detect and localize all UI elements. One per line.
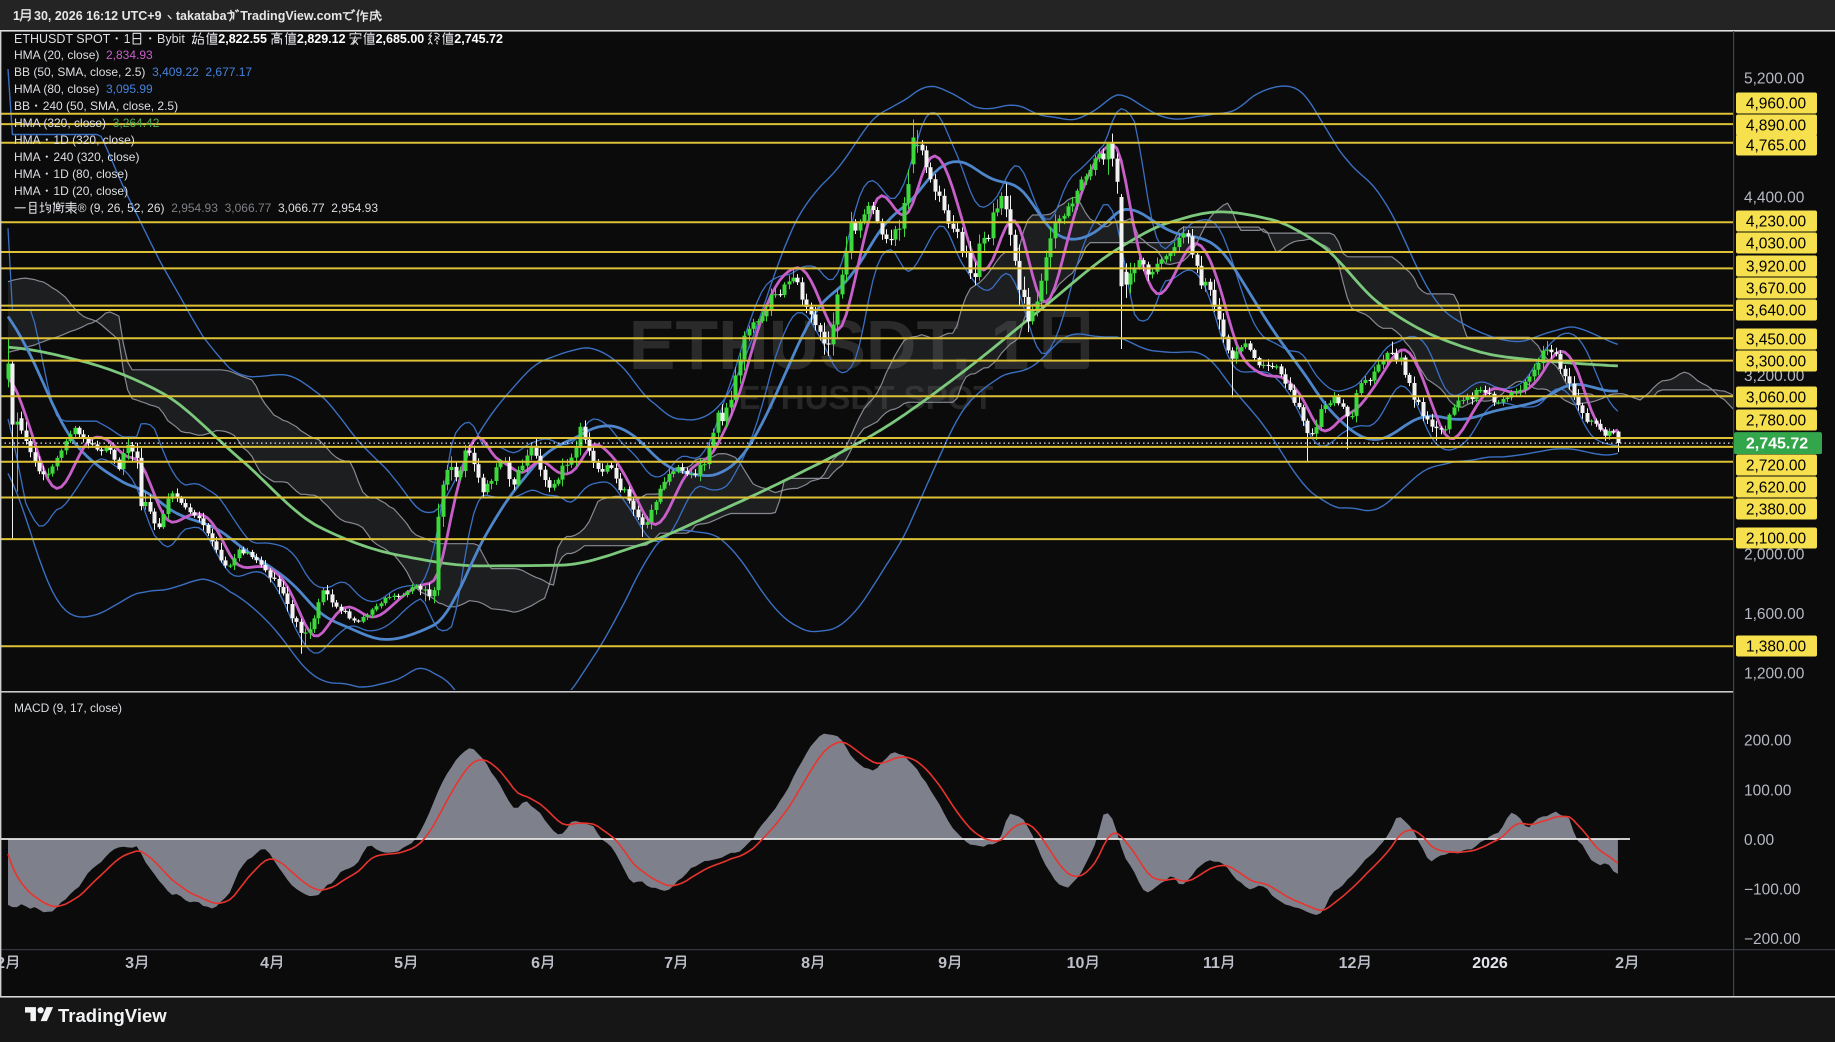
svg-text:3,060.00: 3,060.00 bbox=[1746, 390, 1807, 407]
svg-text:0.00: 0.00 bbox=[1744, 832, 1775, 849]
svg-text:−100.00: −100.00 bbox=[1744, 882, 1801, 899]
svg-text:3,200.00: 3,200.00 bbox=[1744, 368, 1805, 385]
svg-text:11: 11 bbox=[1203, 955, 1220, 972]
svg-text:TradingView: TradingView bbox=[58, 1005, 167, 1026]
svg-text:2: 2 bbox=[1615, 955, 1624, 972]
svg-text:3,066.77: 3,066.77 bbox=[225, 201, 272, 215]
svg-text:3,300.00: 3,300.00 bbox=[1746, 354, 1807, 371]
svg-text:2,822.55: 2,822.55 bbox=[218, 32, 267, 46]
svg-text:Bybit: Bybit bbox=[157, 32, 185, 46]
svg-text:1: 1 bbox=[13, 9, 20, 23]
svg-text:10: 10 bbox=[1067, 955, 1085, 972]
svg-text:3,640.00: 3,640.00 bbox=[1746, 303, 1807, 320]
svg-text:TradingView.com: TradingView.com bbox=[240, 9, 342, 23]
svg-text:30, 2026 16:12 UTC+9: 30, 2026 16:12 UTC+9 bbox=[34, 9, 162, 23]
svg-text:3,264.42: 3,264.42 bbox=[113, 116, 160, 130]
svg-text:3,409.22: 3,409.22 bbox=[152, 65, 199, 79]
svg-text:2,380.00: 2,380.00 bbox=[1746, 502, 1807, 519]
svg-text:2,745.72: 2,745.72 bbox=[1746, 436, 1808, 453]
svg-text:BB (50, SMA, close, 2.5): BB (50, SMA, close, 2.5) bbox=[14, 65, 145, 79]
svg-text:takataba: takataba bbox=[176, 9, 228, 23]
svg-text:ETHUSDT SPOT: ETHUSDT SPOT bbox=[14, 32, 111, 46]
svg-text:240 (320, close): 240 (320, close) bbox=[53, 150, 139, 164]
svg-text:1D (20, close): 1D (20, close) bbox=[53, 184, 128, 198]
svg-text:2,954.93: 2,954.93 bbox=[331, 201, 378, 215]
svg-text:4: 4 bbox=[260, 955, 269, 972]
svg-text:3,670.00: 3,670.00 bbox=[1746, 281, 1807, 298]
svg-text:200.00: 200.00 bbox=[1744, 733, 1792, 750]
svg-text:2,677.17: 2,677.17 bbox=[205, 65, 252, 79]
svg-text:HMA: HMA bbox=[14, 167, 41, 181]
svg-text:1,380.00: 1,380.00 bbox=[1746, 639, 1807, 656]
svg-text:6: 6 bbox=[531, 955, 540, 972]
svg-text:4,230.00: 4,230.00 bbox=[1746, 214, 1807, 231]
svg-text:4,960.00: 4,960.00 bbox=[1746, 96, 1807, 113]
svg-text:HMA (20, close): HMA (20, close) bbox=[14, 48, 99, 62]
svg-text:MACD (9, 17, close): MACD (9, 17, close) bbox=[14, 701, 122, 715]
svg-text:2,000.00: 2,000.00 bbox=[1744, 547, 1805, 564]
svg-text:2,834.93: 2,834.93 bbox=[106, 48, 153, 62]
svg-text:HMA: HMA bbox=[14, 150, 41, 164]
svg-text:−200.00: −200.00 bbox=[1744, 931, 1801, 948]
svg-text:5: 5 bbox=[394, 955, 403, 972]
svg-text:3,450.00: 3,450.00 bbox=[1746, 332, 1807, 349]
svg-text:2,829.12: 2,829.12 bbox=[297, 32, 346, 46]
svg-text:9: 9 bbox=[938, 955, 947, 972]
svg-text:BB: BB bbox=[14, 99, 30, 113]
svg-text:7: 7 bbox=[664, 955, 673, 972]
svg-text:4,400.00: 4,400.00 bbox=[1744, 190, 1805, 207]
svg-text:240 (50, SMA, close, 2.5): 240 (50, SMA, close, 2.5) bbox=[43, 99, 178, 113]
svg-text:3: 3 bbox=[125, 955, 134, 972]
svg-text:1D (320, close): 1D (320, close) bbox=[53, 133, 134, 147]
svg-text:4,765.00: 4,765.00 bbox=[1746, 138, 1807, 155]
svg-text:HMA (80, close): HMA (80, close) bbox=[14, 82, 99, 96]
svg-text:4,030.00: 4,030.00 bbox=[1746, 236, 1807, 253]
svg-text:1: 1 bbox=[124, 32, 131, 46]
svg-text:® (9, 26, 52, 26): ® (9, 26, 52, 26) bbox=[78, 201, 165, 215]
svg-text:1,200.00: 1,200.00 bbox=[1744, 666, 1805, 683]
svg-text:HMA (320, close): HMA (320, close) bbox=[14, 116, 106, 130]
svg-text:2,720.00: 2,720.00 bbox=[1746, 458, 1807, 475]
svg-text:4,890.00: 4,890.00 bbox=[1746, 118, 1807, 135]
svg-text:1D (80, close): 1D (80, close) bbox=[53, 167, 128, 181]
svg-text:2: 2 bbox=[0, 955, 5, 972]
svg-text:100.00: 100.00 bbox=[1744, 783, 1792, 800]
svg-text:2,620.00: 2,620.00 bbox=[1746, 480, 1807, 497]
svg-text:HMA: HMA bbox=[14, 184, 41, 198]
svg-text:2,745.72: 2,745.72 bbox=[454, 32, 503, 46]
svg-text:2,100.00: 2,100.00 bbox=[1746, 531, 1807, 548]
svg-text:2,954.93: 2,954.93 bbox=[171, 201, 218, 215]
svg-text:2026: 2026 bbox=[1472, 955, 1508, 972]
svg-text:2,780.00: 2,780.00 bbox=[1746, 413, 1807, 430]
svg-text:8: 8 bbox=[801, 955, 810, 972]
svg-text:3,095.99: 3,095.99 bbox=[106, 82, 153, 96]
svg-text:3,066.77: 3,066.77 bbox=[278, 201, 325, 215]
svg-text:12: 12 bbox=[1339, 955, 1357, 972]
svg-text:3,920.00: 3,920.00 bbox=[1746, 259, 1807, 276]
svg-text:5,200.00: 5,200.00 bbox=[1744, 71, 1805, 88]
svg-text:HMA: HMA bbox=[14, 133, 41, 147]
svg-text:1,600.00: 1,600.00 bbox=[1744, 606, 1805, 623]
svg-text:2,685.00: 2,685.00 bbox=[376, 32, 425, 46]
